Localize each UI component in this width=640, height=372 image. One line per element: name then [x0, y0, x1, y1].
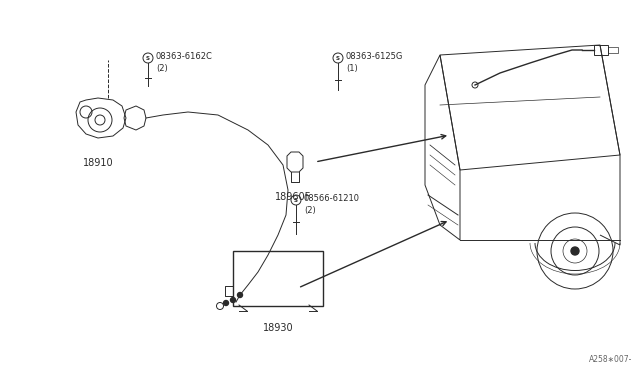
Bar [608, 47, 618, 53]
Text: (2): (2) [156, 64, 168, 73]
Text: S: S [146, 55, 150, 61]
Text: S: S [336, 55, 340, 61]
Text: 08566-61210: 08566-61210 [304, 193, 360, 202]
Text: (2): (2) [304, 205, 316, 215]
Circle shape [571, 247, 579, 255]
Bar [594, 45, 608, 55]
Text: 08363-6125G: 08363-6125G [346, 51, 403, 61]
Text: A258∗007-: A258∗007- [589, 355, 632, 364]
Text: 18960F: 18960F [275, 192, 311, 202]
Text: 08363-6162C: 08363-6162C [156, 51, 213, 61]
Text: 18910: 18910 [83, 158, 113, 168]
Text: (1): (1) [346, 64, 358, 73]
Circle shape [237, 292, 243, 298]
Bar [233, 251, 323, 306]
Circle shape [223, 301, 228, 305]
Text: S: S [294, 198, 298, 202]
Text: 18930: 18930 [262, 323, 293, 333]
Circle shape [230, 298, 236, 302]
